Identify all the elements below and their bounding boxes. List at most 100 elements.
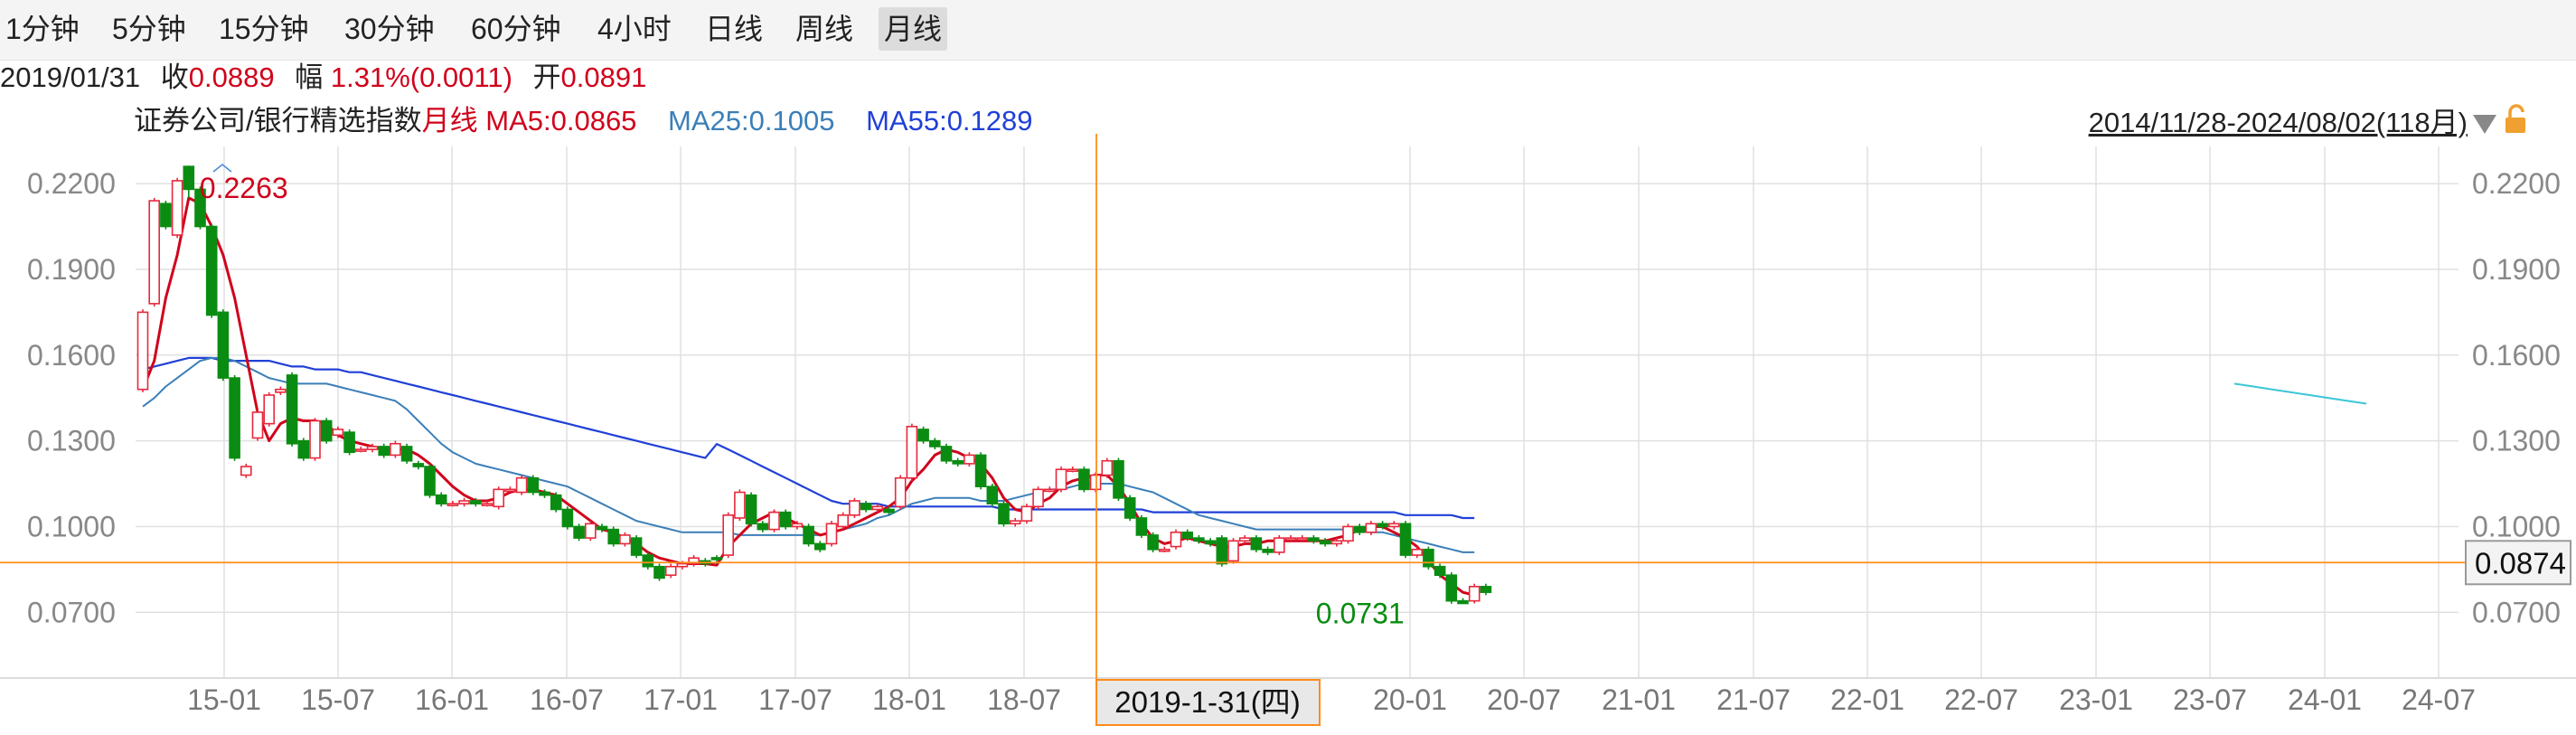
candle-body: [837, 514, 850, 528]
current-price-label: 0.0874: [2475, 546, 2566, 580]
candle-body: [745, 494, 757, 525]
change-value: 1.31%(0.0011): [330, 61, 512, 93]
candle: [1250, 534, 1263, 552]
x-tick: 24-01: [2288, 683, 2362, 716]
candle: [986, 484, 999, 507]
candle: [1055, 466, 1067, 493]
candle-body: [664, 565, 677, 576]
candle-body: [791, 523, 804, 528]
y-tick-left: 0.1600: [27, 339, 116, 372]
candle-body: [1342, 525, 1354, 542]
x-tick: 17-01: [644, 683, 718, 716]
candle: [906, 423, 918, 481]
candle-body: [825, 523, 838, 545]
candle-body: [974, 454, 987, 487]
x-tick: 22-01: [1830, 683, 1904, 716]
tab-2[interactable]: 15分钟: [219, 13, 309, 45]
candle: [297, 438, 310, 461]
ma5-legend: MA5:0.0865: [485, 105, 637, 137]
open-label: 开: [532, 61, 561, 93]
candle: [929, 438, 941, 450]
period-label: 月线: [421, 105, 478, 137]
candle: [469, 497, 482, 507]
y-tick-right: 0.0700: [2472, 596, 2561, 628]
candle-body: [619, 534, 631, 545]
candle-body: [1135, 517, 1148, 536]
candle-body: [986, 485, 999, 504]
candle: [1262, 546, 1274, 556]
candle-body: [1308, 537, 1320, 542]
candle-body: [871, 505, 884, 511]
candle: [1147, 532, 1159, 552]
tab-4[interactable]: 60分钟: [471, 13, 561, 45]
candle-body: [136, 311, 149, 391]
candle-body: [929, 439, 941, 448]
candle: [917, 426, 929, 444]
candle-body: [1284, 537, 1297, 541]
y-tick-left: 0.1300: [27, 425, 116, 457]
candle: [1480, 583, 1492, 596]
candle: [1445, 572, 1458, 604]
candle-body: [813, 542, 826, 551]
candle-body: [1365, 523, 1377, 533]
candle: [1365, 521, 1377, 535]
candle-body: [424, 466, 436, 496]
lock-icon[interactable]: [2502, 103, 2531, 136]
date-range-selector[interactable]: 2014/11/28-2024/08/02(118月): [2088, 107, 2468, 138]
candle: [596, 523, 608, 532]
peak-marker: [212, 163, 232, 173]
candle-body: [412, 463, 425, 467]
tab-8[interactable]: 月线: [879, 7, 948, 51]
candle-body: [722, 514, 735, 556]
triangle-down-icon[interactable]: [2471, 112, 2498, 136]
y-tick-left: 0.2200: [27, 167, 116, 200]
candle: [275, 386, 287, 396]
candle-body: [148, 200, 160, 305]
candle: [998, 501, 1010, 527]
candle: [160, 201, 172, 230]
tab-1[interactable]: 5分钟: [112, 13, 186, 45]
tab-5[interactable]: 4小时: [597, 13, 672, 45]
candle: [561, 506, 574, 530]
candle-body: [332, 429, 344, 437]
y-tick-left: 0.1900: [27, 253, 116, 286]
candle-body: [390, 442, 401, 457]
candle: [642, 551, 654, 570]
tab-6[interactable]: 日线: [705, 13, 764, 45]
candle-body: [584, 523, 597, 539]
candle: [803, 523, 814, 547]
candle: [412, 460, 425, 470]
chart-axes: 0.2200 0.2200 0.1900 0.1900 0.1600 0.1600 0.13…: [27, 163, 2571, 726]
candle: [1113, 457, 1124, 501]
candle-body: [1262, 548, 1274, 553]
candle: [1216, 534, 1228, 567]
x-tick: 23-01: [2059, 683, 2133, 716]
tab-0[interactable]: 1分钟: [5, 13, 80, 45]
candle: [1468, 583, 1481, 604]
candle-body: [539, 491, 550, 496]
candle: [504, 486, 516, 493]
candle-info-bar: 2019/01/31 收0.0889 幅 1.31%(0.0011) 开0.08…: [0, 56, 646, 99]
candle: [354, 446, 367, 453]
candle: [550, 492, 562, 513]
candle: [435, 492, 447, 507]
candle-body: [1445, 574, 1458, 602]
candle-body: [1170, 531, 1182, 548]
candle: [263, 391, 276, 427]
y-tick-right: 0.2200: [2472, 167, 2561, 200]
candle: [1388, 521, 1400, 530]
candle-body: [1434, 565, 1446, 576]
tab-7[interactable]: 周线: [795, 13, 854, 45]
candle-body: [849, 500, 860, 516]
candle: [1423, 546, 1434, 570]
x-tick: 18-01: [872, 683, 946, 716]
candle-body: [1113, 459, 1124, 499]
candle-body: [1411, 548, 1423, 556]
candle: [1411, 546, 1423, 559]
candle-body: [676, 562, 689, 568]
candle-body: [573, 525, 585, 539]
candle: [825, 521, 838, 547]
tab-3[interactable]: 30分钟: [344, 13, 435, 45]
candle: [1399, 521, 1412, 559]
